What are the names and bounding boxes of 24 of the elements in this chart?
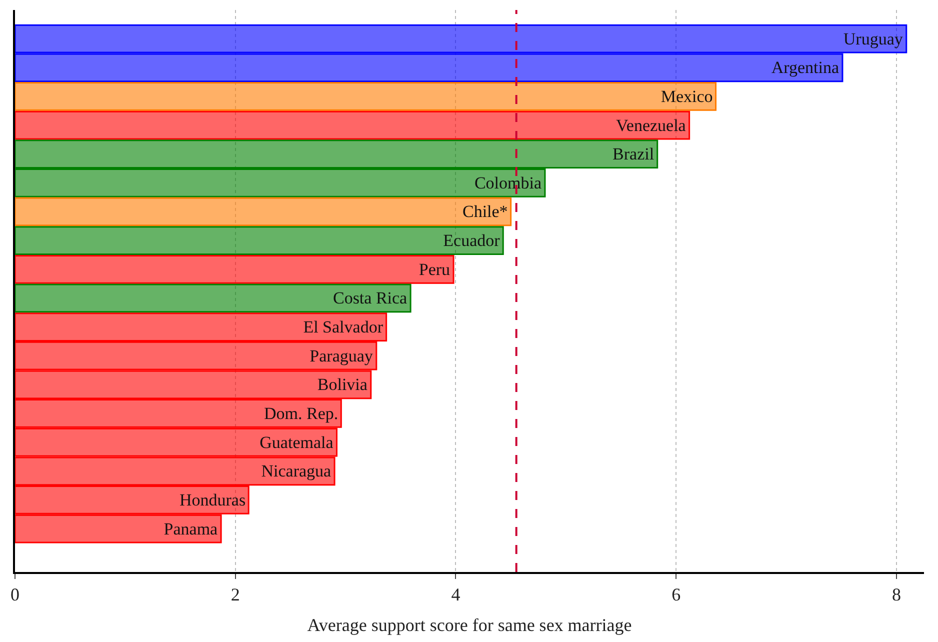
y-tick-label: Mexico [660,86,713,106]
y-tick-label: Costa Rica [332,288,408,308]
y-tick-label: Guatemala [260,432,334,452]
y-tick-label: Brazil [612,144,654,164]
x-tick-label: 2 [230,584,240,604]
x-tick-label: 4 [451,584,460,604]
x-tick-label: 0 [10,584,20,604]
y-tick-label: Paraguay [310,346,374,366]
y-tick-label: Argentina [771,58,840,78]
x-tick-label: 8 [892,584,901,604]
y-tick-label: Venezuela [616,116,686,135]
y-tick-label: Peru [418,260,451,279]
y-tick-label: Uruguay [843,29,904,48]
y-tick-label: Panama [164,519,218,538]
y-tick-label: Nicaragua [261,462,332,481]
x-axis-title: Average support score for same sex marriage [307,614,632,635]
y-tick-label: El Salvador [303,318,384,337]
y-tick-label: Honduras [179,490,246,510]
y-tick-label: Bolivia [317,375,368,394]
y-tick-label: Dom. Rep. [264,404,338,423]
y-tick-label: Ecuador [443,231,500,250]
y-tick-label: Chile* [462,202,508,222]
y-tick-label: Colombia [474,173,542,192]
x-tick-label: 6 [672,584,681,604]
